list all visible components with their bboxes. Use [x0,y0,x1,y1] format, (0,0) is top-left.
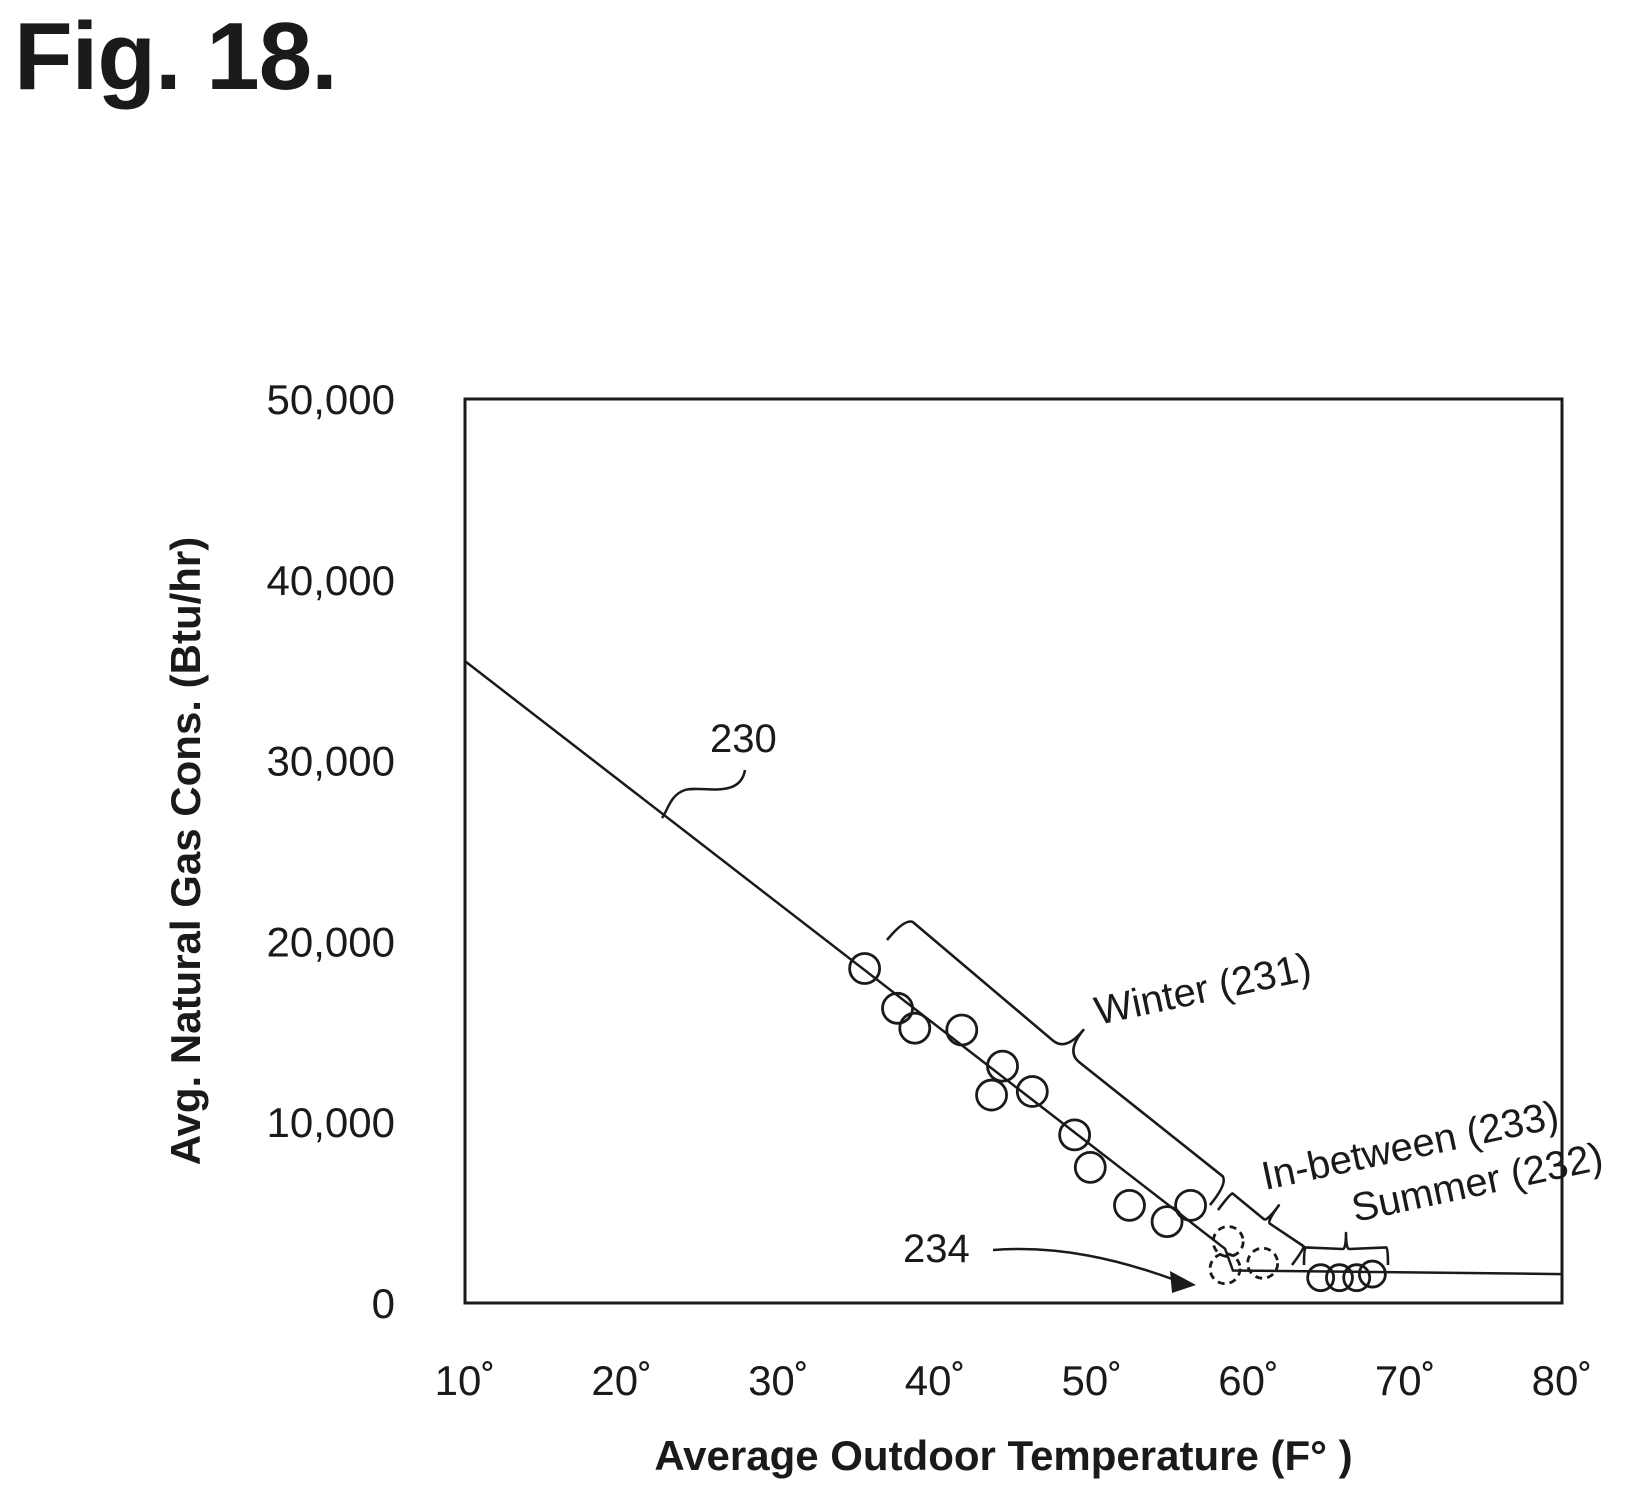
x-tick-label: 20˚ [591,1357,652,1404]
leader-234 [992,1247,1176,1282]
data-point [1073,1151,1107,1184]
data-point [848,952,882,985]
y-axis-title: Avg. Natural Gas Cons. (Btu/hr) [162,537,209,1166]
data-point [975,1078,1008,1112]
x-tick-label: 30˚ [748,1357,809,1404]
x-tick-label: 80˚ [1532,1357,1593,1404]
data-point [898,1011,932,1045]
data-point [881,991,914,1025]
y-tick-label: 0 [372,1280,395,1327]
data-point [1246,1246,1280,1280]
data-point [1058,1118,1092,1152]
fit-line-layer [464,660,1563,1276]
in-between-brace [1216,1192,1305,1266]
braces-layer [885,920,1390,1266]
annotation-234: 234 [903,1227,970,1271]
data-point [1357,1259,1387,1289]
data-point [1211,1225,1245,1258]
data-point [1174,1188,1207,1222]
annotation-230: 230 [710,717,777,761]
y-tick-label: 40,000 [267,557,395,604]
x-axis-title: Average Outdoor Temperature (F° ) [654,1432,1352,1479]
data-point [1306,1263,1336,1293]
x-tick-label: 10˚ [435,1357,496,1404]
data-point [1208,1252,1242,1286]
data-point [1342,1263,1372,1293]
data-point [986,1049,1019,1083]
figure-title: Fig. 18. [14,3,338,110]
y-tick-label: 20,000 [267,918,395,965]
x-tick-label: 70˚ [1375,1357,1436,1404]
arrowhead-234 [1170,1271,1196,1293]
x-tick-label: 60˚ [1218,1357,1279,1404]
data-point [945,1013,979,1047]
summer-brace [1302,1231,1390,1266]
x-tick-label: 40˚ [905,1357,966,1404]
axes: 0 10,000 20,000 30,000 40,000 50,000 10˚ 20˚ 30˚… [162,376,1592,1479]
x-tick-label: 50˚ [1062,1357,1123,1404]
y-tick-label: 30,000 [267,738,395,785]
y-tick-label: 50,000 [267,376,395,423]
points-layer [848,952,1387,1293]
data-point [1150,1205,1184,1239]
label-winter: Winter (231) [1091,945,1315,1034]
leader-230 [660,769,747,819]
plot-frame [463,397,1564,1305]
data-point [1113,1188,1146,1222]
data-point [1325,1263,1354,1293]
winter-brace [885,920,1225,1206]
fit-line-230 [464,660,1563,1276]
data-point [1015,1075,1049,1108]
y-tick-label: 10,000 [267,1099,395,1146]
